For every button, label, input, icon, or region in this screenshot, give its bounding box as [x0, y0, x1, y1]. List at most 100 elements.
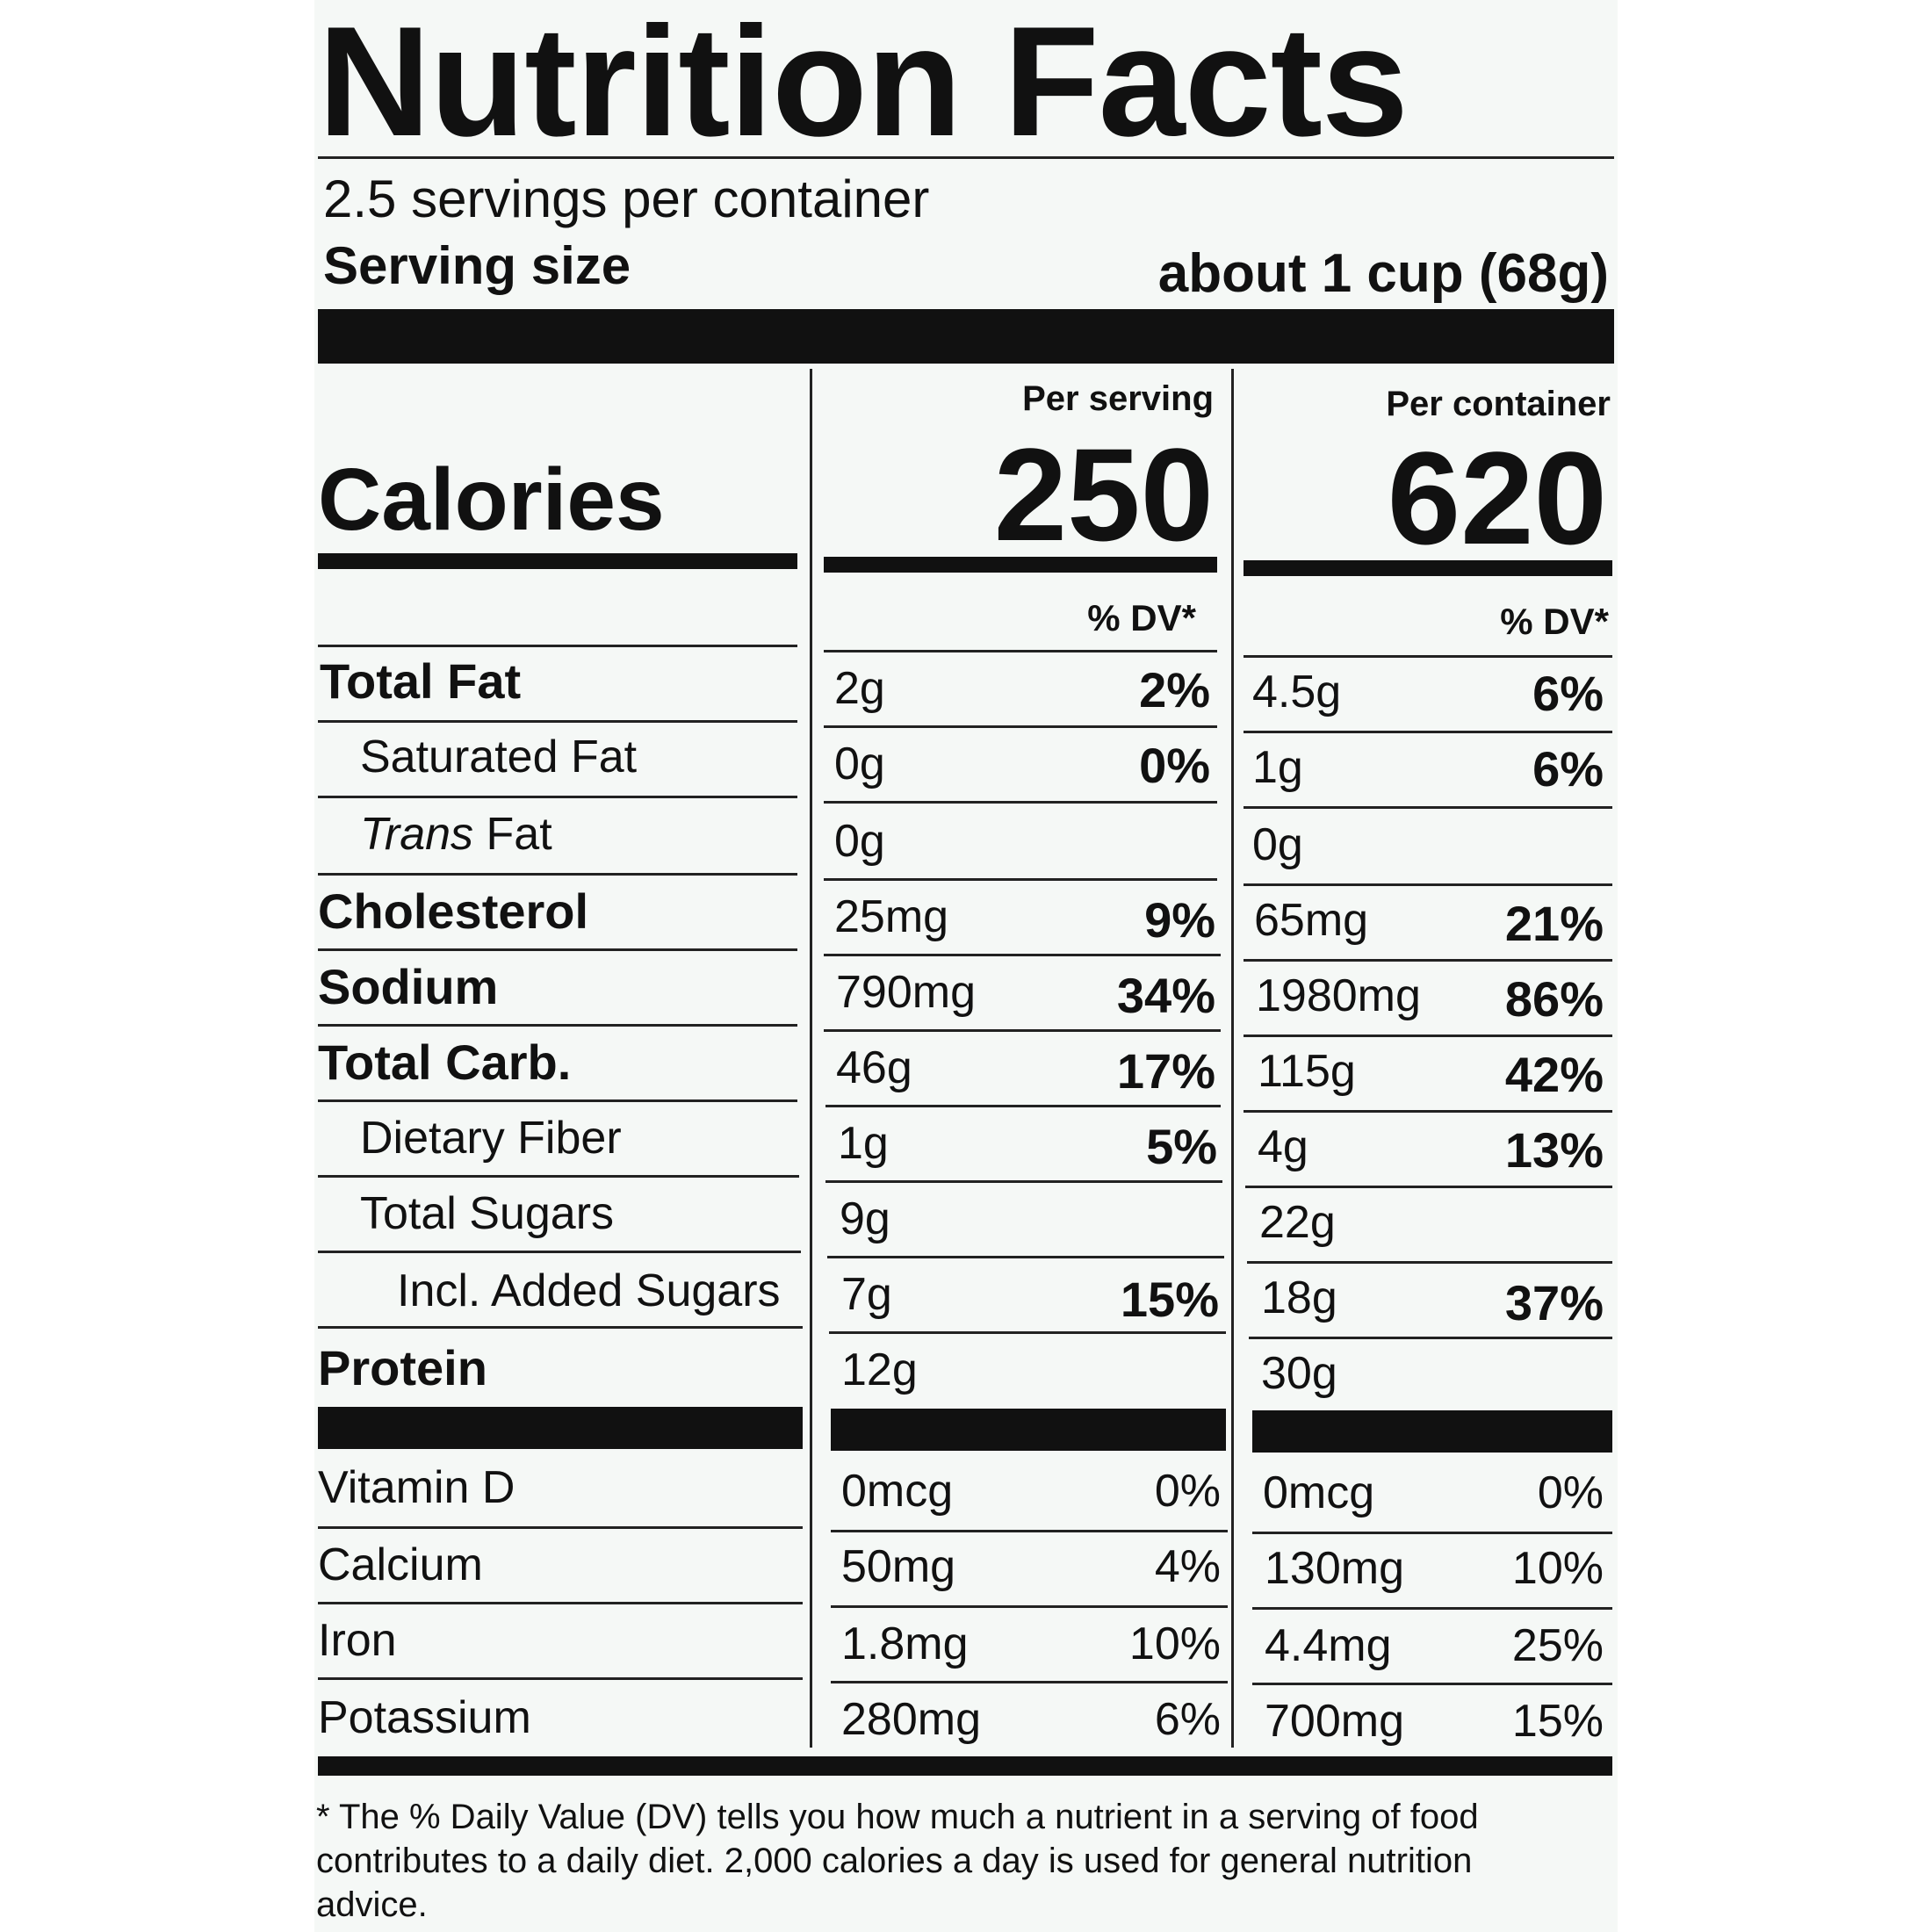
- servings-per-container: 2.5 servings per container: [323, 169, 930, 228]
- dv-header-serving: % DV*: [1087, 597, 1196, 638]
- row-rule: [318, 1602, 803, 1604]
- dv-header-container: % DV*: [1500, 601, 1609, 642]
- row-rule: [831, 1681, 1228, 1683]
- calories-per-container: 620: [1387, 424, 1607, 572]
- row-rule: [1244, 959, 1612, 962]
- row-rule: [824, 801, 1217, 804]
- serving-thick-bar: [318, 309, 1614, 364]
- serving-amount: 280mg: [841, 1694, 981, 1745]
- calories-bar-name: [318, 553, 797, 569]
- per-container-header: Per container: [1386, 385, 1611, 423]
- per-serving-header: Per serving: [1022, 379, 1214, 418]
- serving-dv: 15%: [1120, 1272, 1219, 1327]
- serving-size-label: Serving size: [323, 236, 631, 295]
- row-rule: [318, 1099, 797, 1102]
- serving-amount: 12g: [841, 1344, 918, 1395]
- serving-dv: 10%: [1128, 1618, 1221, 1669]
- container-amount: 22g: [1259, 1197, 1336, 1248]
- row-rule: [318, 1326, 803, 1329]
- row-rule: [318, 720, 797, 723]
- serving-amount: 0g: [834, 816, 885, 867]
- container-amount: 0mcg: [1263, 1467, 1375, 1518]
- row-rule: [318, 1526, 803, 1529]
- vitamin-name-calcium: Calcium: [318, 1539, 483, 1590]
- vitamin-name-vitamin-d: Vitamin D: [318, 1462, 515, 1513]
- calories-per-serving: 250: [993, 421, 1214, 568]
- row-rule: [1244, 655, 1612, 658]
- calories-bar-container: [1244, 560, 1612, 576]
- container-amount: 1g: [1252, 742, 1303, 793]
- row-rule: [318, 873, 797, 876]
- row-rule: [1245, 1186, 1612, 1188]
- row-rule: [1249, 1337, 1612, 1339]
- vitamin-name-potassium: Potassium: [318, 1692, 531, 1743]
- vitamins-bar-serving: [831, 1409, 1226, 1451]
- vitamins-bar-name: [318, 1407, 803, 1449]
- container-dv: 25%: [1511, 1620, 1604, 1671]
- row-rule: [827, 1256, 1224, 1258]
- nutrient-name-added-sugars: Incl. Added Sugars: [397, 1265, 781, 1316]
- serving-dv: 17%: [1116, 1043, 1215, 1099]
- container-dv: 6%: [1532, 666, 1604, 721]
- row-rule: [831, 1605, 1228, 1608]
- nutrient-name-trans-fat: Trans Fat: [360, 811, 552, 857]
- container-amount: 130mg: [1265, 1543, 1404, 1594]
- serving-dv: 5%: [1146, 1119, 1217, 1174]
- nutrient-name-total-carb: Total Carb.: [318, 1034, 572, 1090]
- row-rule: [1244, 883, 1612, 886]
- container-dv: 10%: [1511, 1543, 1604, 1594]
- row-rule: [824, 650, 1217, 652]
- row-rule: [318, 1024, 797, 1027]
- row-rule: [824, 1029, 1221, 1032]
- serving-amount: 7g: [841, 1269, 892, 1320]
- nutrient-name-protein: Protein: [318, 1340, 487, 1395]
- label-title: Nutrition Facts: [318, 0, 1409, 169]
- footnote-bar: [318, 1756, 1612, 1776]
- serving-dv: 0%: [1154, 1466, 1221, 1517]
- nutrient-name-cholesterol: Cholesterol: [318, 883, 589, 939]
- row-rule: [318, 645, 797, 647]
- vitamins-bar-container: [1252, 1410, 1612, 1453]
- row-rule: [1252, 1683, 1612, 1685]
- serving-dv: 34%: [1116, 968, 1215, 1023]
- calories-bar-serving: [824, 557, 1217, 573]
- row-rule: [829, 1331, 1226, 1334]
- container-amount: 0g: [1252, 819, 1303, 870]
- row-rule: [831, 1530, 1228, 1532]
- trans-italic: Trans: [360, 809, 474, 860]
- container-amount: 4.4mg: [1265, 1620, 1392, 1671]
- container-dv: 21%: [1504, 896, 1604, 951]
- container-dv: 0%: [1537, 1467, 1604, 1518]
- serving-amount: 25mg: [834, 891, 949, 942]
- row-rule: [318, 1677, 803, 1680]
- row-rule: [825, 1180, 1222, 1183]
- serving-amount: 1.8mg: [841, 1618, 969, 1669]
- container-dv: 13%: [1504, 1122, 1604, 1178]
- serving-amount: 50mg: [841, 1541, 956, 1592]
- serving-dv: 2%: [1139, 662, 1210, 717]
- container-dv: 6%: [1532, 741, 1604, 797]
- serving-dv: 9%: [1144, 892, 1215, 948]
- row-rule: [318, 1251, 801, 1253]
- row-rule: [1247, 1261, 1612, 1264]
- nutrient-name-total-sugars: Total Sugars: [360, 1188, 615, 1239]
- serving-dv: 0%: [1139, 738, 1210, 793]
- row-rule: [1244, 1034, 1612, 1037]
- serving-amount: 790mg: [836, 967, 976, 1018]
- serving-amount: 0g: [834, 739, 885, 789]
- row-rule: [1244, 1110, 1612, 1113]
- container-amount: 30g: [1261, 1348, 1337, 1399]
- serving-size-value: about 1 cup (68g): [1157, 243, 1609, 304]
- row-rule: [318, 796, 797, 798]
- row-rule: [1252, 1607, 1612, 1610]
- container-amount: 1980mg: [1256, 970, 1421, 1021]
- nutrient-name-total-fat: Total Fat: [320, 653, 522, 709]
- container-dv: 37%: [1504, 1275, 1604, 1330]
- container-amount: 115g: [1258, 1046, 1356, 1097]
- row-rule: [1244, 731, 1612, 733]
- row-rule: [825, 1105, 1221, 1107]
- container-amount: 4.5g: [1252, 667, 1342, 717]
- trans-fat-suffix: Fat: [486, 809, 552, 860]
- vitamin-name-iron: Iron: [318, 1615, 397, 1666]
- column-divider-serving: [810, 369, 812, 1748]
